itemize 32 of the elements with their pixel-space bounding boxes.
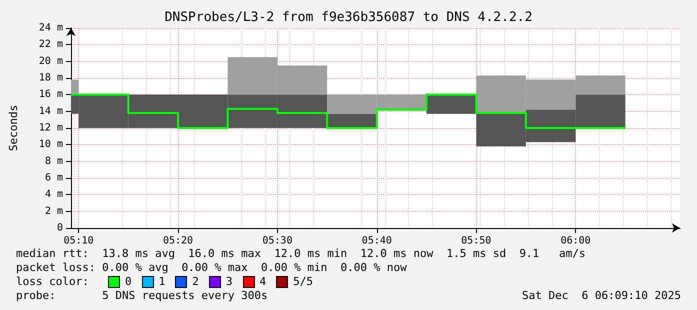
- text: 4: [260, 275, 266, 289]
- y-tick-label: 24 m: [38, 22, 63, 34]
- y-tick-label: 20 m: [38, 56, 63, 67]
- x-tick-label: 05:30: [262, 236, 292, 246]
- text: loss color:: [16, 275, 90, 289]
- y-tick-label: 22 m: [38, 39, 63, 50]
- y-axis-title: Seconds: [7, 104, 20, 152]
- y-tick-label: 8 m: [44, 156, 63, 167]
- text: Sat Dec 6 06:09:10 2025: [522, 289, 681, 303]
- text: 2: [192, 275, 199, 289]
- y-tick-label: 4 m: [44, 189, 63, 200]
- text: probe: 5 DNS requests every 300s: [16, 289, 268, 303]
- x-tick-label: 05:10: [64, 236, 94, 246]
- y-tick-label: 12 m: [38, 122, 63, 134]
- text: 5/5: [293, 275, 313, 289]
- chart-title: DNSProbes/L3-2 from f9e36b356087 to DNS 4.2.2.2: [164, 10, 532, 25]
- y-tick-label: 0: [56, 222, 63, 234]
- text: 0: [125, 275, 132, 289]
- y-tick-label: 16 m: [38, 89, 63, 100]
- y-tick-label: 18 m: [38, 72, 63, 84]
- text: median rtt: 13.8 ms avg 16.0 ms max 12.0 ms min 12.0 ms now 1.5 ms sd 9.1 am/s: [16, 247, 587, 261]
- y-tick-label: 6 m: [44, 172, 63, 184]
- text: 3: [226, 275, 232, 289]
- text: 1: [158, 275, 166, 289]
- y-tick-label: 2 m: [44, 206, 63, 217]
- y-tick-label: 14 m: [38, 106, 63, 117]
- x-tick-label: 05:20: [162, 236, 194, 246]
- text: packet loss: 0.00 % avg 0.00 % max 0.00 % min 0.00 % now: [16, 261, 408, 275]
- x-tick-label: 05:50: [461, 236, 492, 246]
- y-tick-label: 10 m: [38, 139, 63, 150]
- x-tick-label: 06:00: [560, 236, 591, 246]
- x-tick-label: 05:40: [362, 236, 392, 246]
